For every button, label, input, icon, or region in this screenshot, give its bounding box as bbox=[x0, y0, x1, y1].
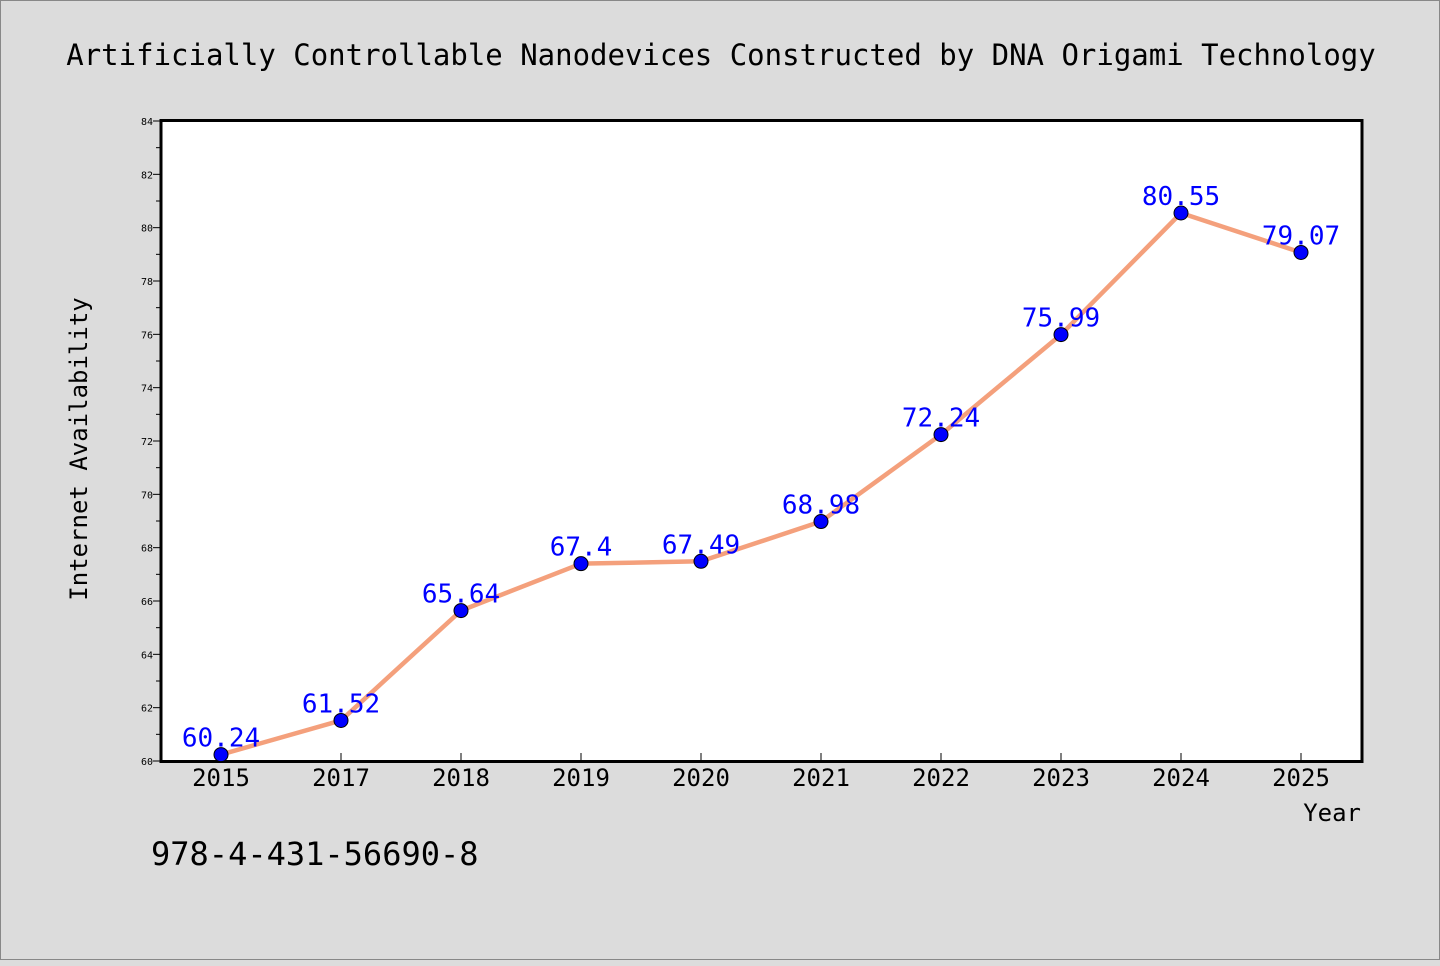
data-point bbox=[1173, 205, 1189, 221]
x-tick-label: 2017 bbox=[312, 764, 370, 792]
x-tick-label: 2025 bbox=[1272, 764, 1330, 792]
marker-group bbox=[213, 205, 1309, 763]
y-tick-label: 68 bbox=[141, 544, 153, 555]
data-point bbox=[813, 514, 829, 530]
y-tick-label: 78 bbox=[141, 277, 153, 288]
data-label: 72.24 bbox=[902, 404, 980, 434]
y-axis: 60 62 64 66 68 70 72 74 76 78 80 82 84 bbox=[141, 117, 161, 768]
data-label: 79.07 bbox=[1262, 221, 1340, 251]
data-point bbox=[693, 553, 709, 569]
data-label: 67.49 bbox=[662, 530, 740, 560]
x-axis: 2015 2017 2018 2019 2020 2021 2022 2023 2024 2025 bbox=[192, 753, 1330, 792]
data-label: 68.98 bbox=[782, 491, 860, 521]
data-label: 65.64 bbox=[422, 580, 500, 610]
data-point bbox=[933, 427, 949, 443]
x-tick-label: 2018 bbox=[432, 764, 490, 792]
data-label: 75.99 bbox=[1022, 304, 1100, 334]
data-point bbox=[333, 712, 349, 728]
y-tick-label: 74 bbox=[141, 384, 153, 395]
y-tick-label: 84 bbox=[141, 117, 153, 128]
series-line bbox=[218, 210, 1304, 757]
data-label: 80.55 bbox=[1142, 182, 1220, 212]
x-tick-label: 2015 bbox=[192, 764, 250, 792]
x-tick-label: 2022 bbox=[912, 764, 970, 792]
y-tick-label: 76 bbox=[141, 330, 153, 341]
data-point bbox=[1053, 327, 1069, 343]
y-tick-label: 70 bbox=[141, 490, 153, 501]
y-tick-label: 72 bbox=[141, 437, 153, 448]
data-label: 67.4 bbox=[550, 533, 613, 563]
data-label: 60.24 bbox=[182, 724, 260, 754]
x-axis-label: Year bbox=[1303, 799, 1361, 827]
y-axis-label: Internet Availability bbox=[65, 297, 93, 600]
data-point bbox=[573, 556, 589, 572]
x-tick-label: 2021 bbox=[792, 764, 850, 792]
y-tick-label: 66 bbox=[141, 597, 153, 608]
x-tick-label: 2024 bbox=[1152, 764, 1210, 792]
chart-title: Artificially Controllable Nanodevices Co… bbox=[66, 38, 1375, 72]
y-tick-label: 64 bbox=[141, 650, 153, 661]
data-point bbox=[1293, 244, 1309, 260]
data-point bbox=[213, 747, 229, 763]
y-tick-label: 62 bbox=[141, 704, 153, 715]
x-tick-label: 2023 bbox=[1032, 764, 1090, 792]
footer-isbn: 978-4-431-56690-8 bbox=[151, 835, 479, 873]
plot-area bbox=[159, 119, 1364, 763]
series-line-group bbox=[218, 210, 1304, 757]
y-tick-label: 60 bbox=[141, 757, 153, 768]
data-label-group: 60.24 61.52 65.64 67.4 67.49 68.98 72.24 75.99 8… bbox=[182, 182, 1340, 754]
y-tick-label: 82 bbox=[141, 170, 153, 181]
x-tick-label: 2020 bbox=[672, 764, 730, 792]
data-label: 61.52 bbox=[302, 689, 380, 719]
y-tick-label: 80 bbox=[141, 224, 153, 235]
x-tick-label: 2019 bbox=[552, 764, 610, 792]
data-point bbox=[453, 603, 469, 619]
